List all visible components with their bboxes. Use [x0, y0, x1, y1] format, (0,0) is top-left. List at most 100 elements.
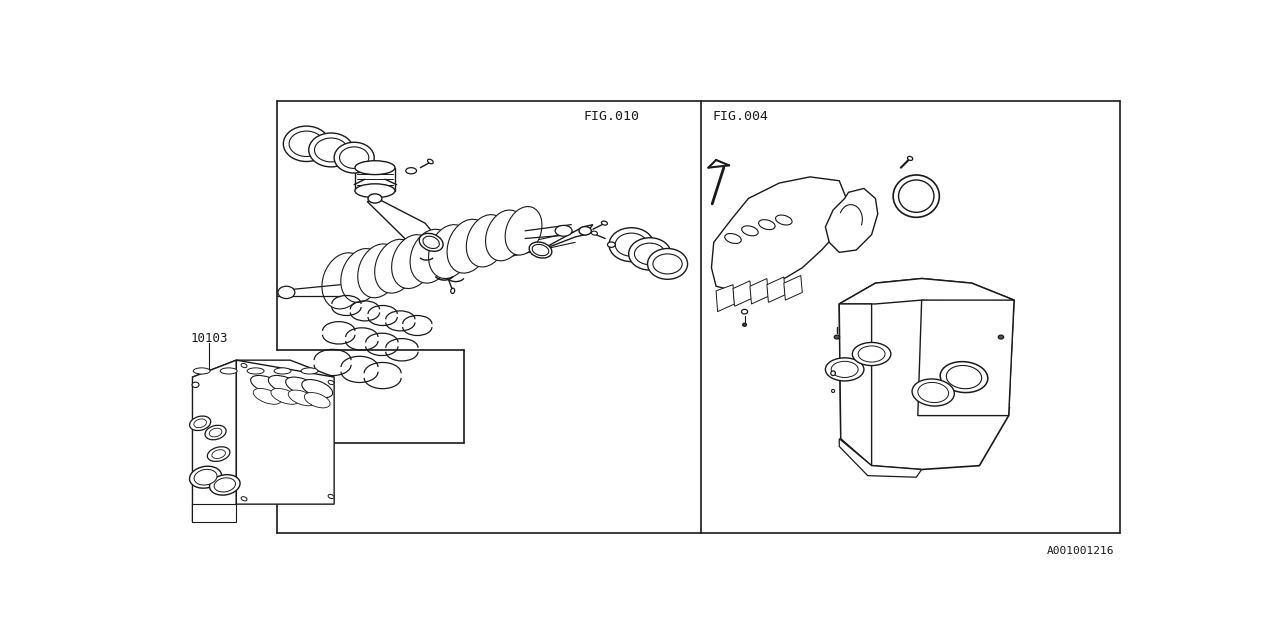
Ellipse shape	[616, 233, 648, 256]
Ellipse shape	[285, 377, 317, 396]
Ellipse shape	[328, 380, 334, 385]
Ellipse shape	[893, 175, 940, 218]
Ellipse shape	[406, 168, 416, 174]
Ellipse shape	[369, 194, 381, 203]
Ellipse shape	[278, 286, 294, 298]
Polygon shape	[750, 278, 768, 304]
Ellipse shape	[653, 254, 682, 274]
Ellipse shape	[946, 365, 982, 388]
Ellipse shape	[485, 210, 525, 261]
Ellipse shape	[506, 207, 541, 255]
Polygon shape	[826, 188, 878, 252]
Ellipse shape	[913, 379, 955, 406]
Ellipse shape	[209, 428, 221, 437]
Polygon shape	[840, 438, 922, 477]
Ellipse shape	[195, 469, 218, 485]
Ellipse shape	[241, 364, 247, 367]
Ellipse shape	[241, 497, 247, 501]
Ellipse shape	[392, 235, 434, 289]
Ellipse shape	[579, 227, 591, 235]
Polygon shape	[716, 285, 735, 312]
Ellipse shape	[529, 242, 552, 258]
Ellipse shape	[212, 450, 225, 458]
Ellipse shape	[193, 368, 210, 374]
Ellipse shape	[192, 382, 198, 387]
Ellipse shape	[908, 156, 913, 161]
Ellipse shape	[247, 368, 264, 374]
Polygon shape	[840, 278, 1014, 304]
Polygon shape	[192, 360, 237, 522]
Ellipse shape	[998, 335, 1004, 339]
Ellipse shape	[466, 214, 507, 267]
Ellipse shape	[339, 147, 369, 168]
Ellipse shape	[210, 475, 241, 495]
Ellipse shape	[742, 323, 746, 326]
Polygon shape	[192, 360, 334, 377]
Ellipse shape	[628, 237, 671, 270]
Ellipse shape	[831, 371, 836, 376]
Ellipse shape	[609, 228, 654, 262]
Ellipse shape	[207, 447, 230, 461]
Ellipse shape	[759, 220, 776, 230]
Ellipse shape	[724, 234, 741, 243]
Ellipse shape	[301, 368, 317, 374]
Ellipse shape	[635, 243, 666, 265]
Ellipse shape	[826, 358, 864, 381]
Ellipse shape	[205, 426, 227, 440]
Ellipse shape	[422, 236, 439, 248]
Ellipse shape	[357, 244, 399, 298]
Polygon shape	[918, 300, 1014, 415]
Polygon shape	[767, 277, 786, 303]
Ellipse shape	[355, 161, 396, 175]
Polygon shape	[192, 504, 237, 522]
Ellipse shape	[608, 242, 616, 247]
Ellipse shape	[355, 184, 396, 198]
Ellipse shape	[776, 215, 792, 225]
Ellipse shape	[831, 362, 858, 378]
Text: FIG.010: FIG.010	[584, 110, 639, 124]
Ellipse shape	[602, 221, 608, 225]
Ellipse shape	[302, 380, 333, 397]
Ellipse shape	[274, 368, 291, 374]
Polygon shape	[840, 278, 1014, 470]
Ellipse shape	[315, 138, 348, 162]
Ellipse shape	[832, 389, 835, 392]
Text: 10103: 10103	[191, 332, 228, 345]
Ellipse shape	[835, 335, 840, 339]
Ellipse shape	[288, 390, 315, 406]
Ellipse shape	[193, 419, 206, 428]
Ellipse shape	[648, 248, 687, 279]
Polygon shape	[840, 304, 872, 466]
Ellipse shape	[340, 248, 383, 302]
Ellipse shape	[556, 225, 572, 236]
Ellipse shape	[220, 368, 237, 374]
Ellipse shape	[852, 342, 891, 365]
Ellipse shape	[447, 220, 489, 273]
Ellipse shape	[308, 133, 353, 167]
Ellipse shape	[189, 466, 221, 488]
Polygon shape	[367, 198, 436, 246]
Ellipse shape	[941, 362, 988, 392]
Ellipse shape	[410, 229, 452, 283]
Polygon shape	[712, 177, 847, 291]
Ellipse shape	[420, 234, 443, 252]
Polygon shape	[783, 275, 803, 300]
Ellipse shape	[741, 309, 748, 314]
Polygon shape	[733, 281, 751, 307]
Ellipse shape	[741, 226, 758, 236]
Ellipse shape	[271, 388, 298, 404]
Ellipse shape	[189, 416, 211, 431]
Ellipse shape	[429, 225, 471, 278]
Ellipse shape	[305, 392, 330, 408]
Polygon shape	[237, 360, 334, 504]
Text: FIG.004: FIG.004	[712, 110, 768, 124]
Ellipse shape	[253, 388, 282, 404]
Polygon shape	[531, 225, 593, 254]
Ellipse shape	[375, 239, 417, 293]
Text: A001001216: A001001216	[1047, 546, 1115, 556]
Ellipse shape	[289, 131, 324, 157]
Ellipse shape	[251, 376, 284, 394]
Ellipse shape	[858, 346, 884, 362]
Ellipse shape	[428, 159, 433, 164]
Ellipse shape	[918, 383, 948, 403]
